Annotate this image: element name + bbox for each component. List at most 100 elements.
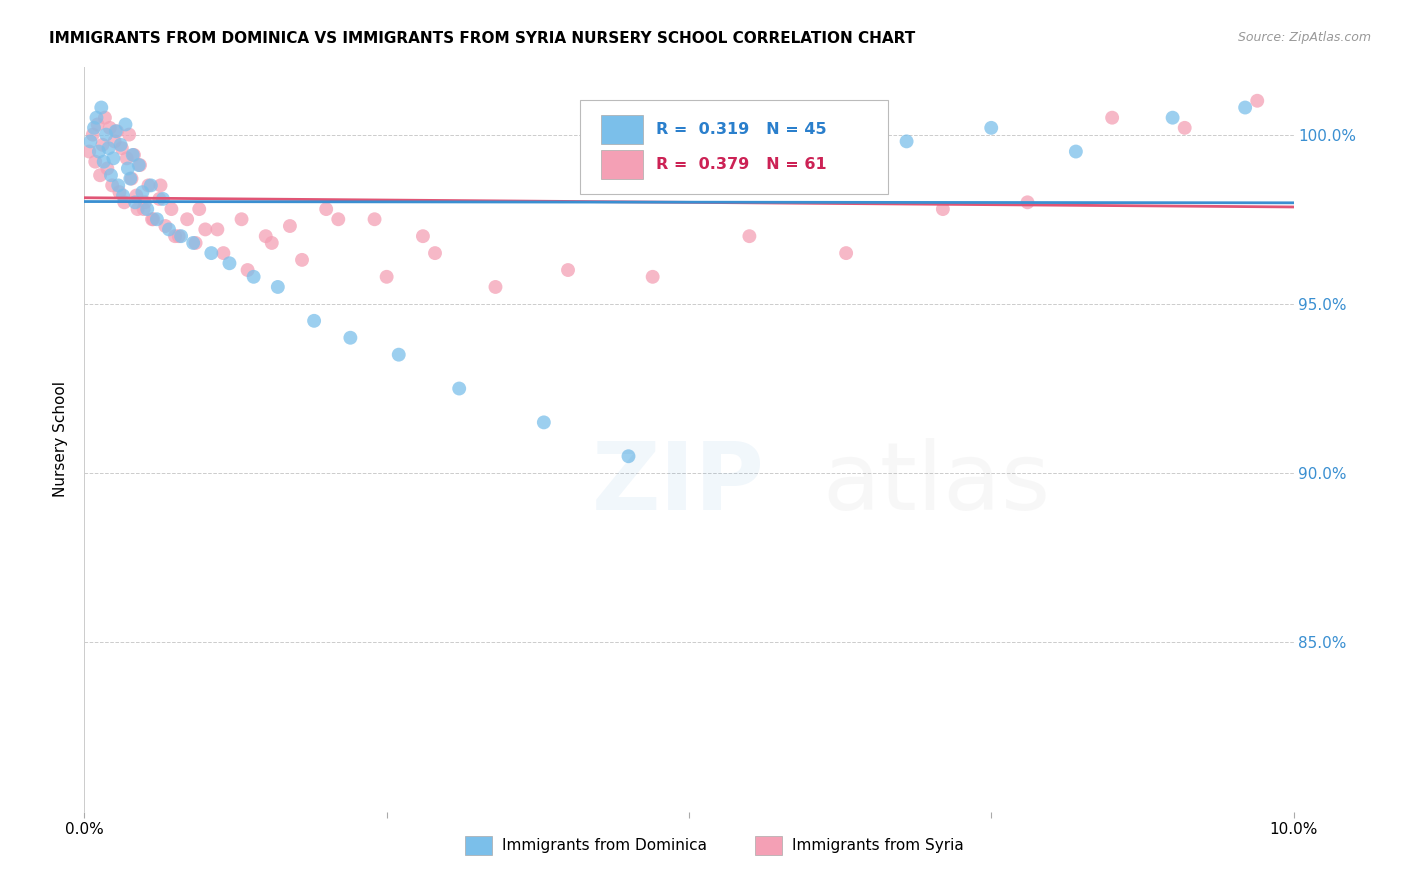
Point bbox=[702, 128, 724, 142]
Point bbox=[84, 154, 107, 169]
Point bbox=[103, 151, 125, 165]
Point bbox=[101, 178, 124, 193]
Point bbox=[125, 188, 148, 202]
Point bbox=[118, 128, 141, 142]
Point bbox=[104, 135, 127, 149]
Point bbox=[82, 128, 104, 142]
Point bbox=[112, 188, 135, 202]
Point bbox=[120, 171, 142, 186]
Point bbox=[449, 382, 471, 396]
Point bbox=[124, 195, 146, 210]
Point bbox=[236, 263, 259, 277]
Point bbox=[231, 212, 253, 227]
Point bbox=[932, 202, 955, 216]
Point bbox=[315, 202, 337, 216]
Point bbox=[86, 111, 108, 125]
Point bbox=[1017, 195, 1039, 210]
Point bbox=[184, 235, 207, 250]
Point bbox=[148, 192, 170, 206]
Point bbox=[86, 118, 108, 132]
Point bbox=[136, 202, 159, 216]
Point bbox=[96, 161, 118, 176]
Point bbox=[738, 229, 761, 244]
Point bbox=[1161, 111, 1184, 125]
Point bbox=[107, 178, 129, 193]
Point bbox=[138, 178, 160, 193]
Point bbox=[97, 141, 120, 155]
Point bbox=[128, 158, 150, 172]
Point bbox=[79, 135, 101, 149]
Point bbox=[212, 246, 235, 260]
Point bbox=[90, 101, 112, 115]
Point bbox=[146, 212, 169, 227]
Point bbox=[1234, 101, 1257, 115]
Point bbox=[207, 222, 229, 236]
Point bbox=[131, 185, 153, 199]
Point bbox=[115, 151, 138, 165]
Point bbox=[267, 280, 290, 294]
Point bbox=[93, 154, 115, 169]
Point bbox=[388, 348, 411, 362]
Point bbox=[835, 246, 858, 260]
Point bbox=[114, 118, 136, 132]
Point bbox=[200, 246, 222, 260]
Point bbox=[176, 212, 198, 227]
Point bbox=[218, 256, 240, 270]
Point bbox=[91, 137, 114, 152]
Point bbox=[167, 229, 190, 244]
Point bbox=[110, 137, 132, 152]
Point bbox=[160, 202, 183, 216]
Point bbox=[112, 195, 135, 210]
Point bbox=[134, 195, 156, 210]
Point bbox=[129, 158, 152, 172]
Point bbox=[557, 263, 579, 277]
Point bbox=[328, 212, 350, 227]
Point bbox=[363, 212, 385, 227]
Point bbox=[188, 202, 211, 216]
Point bbox=[139, 178, 162, 193]
Point bbox=[89, 168, 111, 182]
Bar bbox=[600, 151, 643, 178]
Text: R =  0.379   N = 61: R = 0.379 N = 61 bbox=[657, 157, 827, 172]
Text: Immigrants from Syria: Immigrants from Syria bbox=[792, 838, 963, 854]
Point bbox=[617, 449, 640, 463]
Point bbox=[1246, 94, 1268, 108]
Bar bbox=[600, 115, 643, 144]
Point bbox=[291, 252, 314, 267]
Point bbox=[108, 185, 131, 199]
Bar bbox=[755, 837, 782, 855]
Point bbox=[194, 222, 217, 236]
Point bbox=[111, 141, 134, 155]
Point bbox=[980, 120, 1002, 135]
Text: Immigrants from Dominica: Immigrants from Dominica bbox=[502, 838, 707, 854]
Point bbox=[121, 171, 143, 186]
Point bbox=[94, 111, 117, 125]
Point bbox=[100, 168, 122, 182]
FancyBboxPatch shape bbox=[581, 101, 889, 194]
Point bbox=[170, 229, 193, 244]
Text: IMMIGRANTS FROM DOMINICA VS IMMIGRANTS FROM SYRIA NURSERY SCHOOL CORRELATION CHA: IMMIGRANTS FROM DOMINICA VS IMMIGRANTS F… bbox=[49, 31, 915, 46]
Point bbox=[142, 212, 165, 227]
Point bbox=[117, 161, 139, 176]
Point bbox=[83, 120, 105, 135]
Point bbox=[412, 229, 434, 244]
Bar bbox=[465, 837, 492, 855]
Point bbox=[260, 235, 283, 250]
Point bbox=[132, 202, 155, 216]
Point bbox=[149, 178, 172, 193]
Point bbox=[799, 145, 821, 159]
Point bbox=[484, 280, 506, 294]
Point bbox=[87, 145, 110, 159]
Point bbox=[302, 314, 325, 328]
Point bbox=[127, 202, 149, 216]
Point bbox=[423, 246, 446, 260]
Point bbox=[375, 269, 398, 284]
Point bbox=[1064, 145, 1087, 159]
Point bbox=[104, 124, 127, 138]
Text: Source: ZipAtlas.com: Source: ZipAtlas.com bbox=[1237, 31, 1371, 45]
Point bbox=[181, 235, 204, 250]
Point bbox=[141, 212, 163, 227]
Point bbox=[105, 124, 128, 138]
Point bbox=[122, 148, 145, 162]
Point bbox=[278, 219, 301, 233]
